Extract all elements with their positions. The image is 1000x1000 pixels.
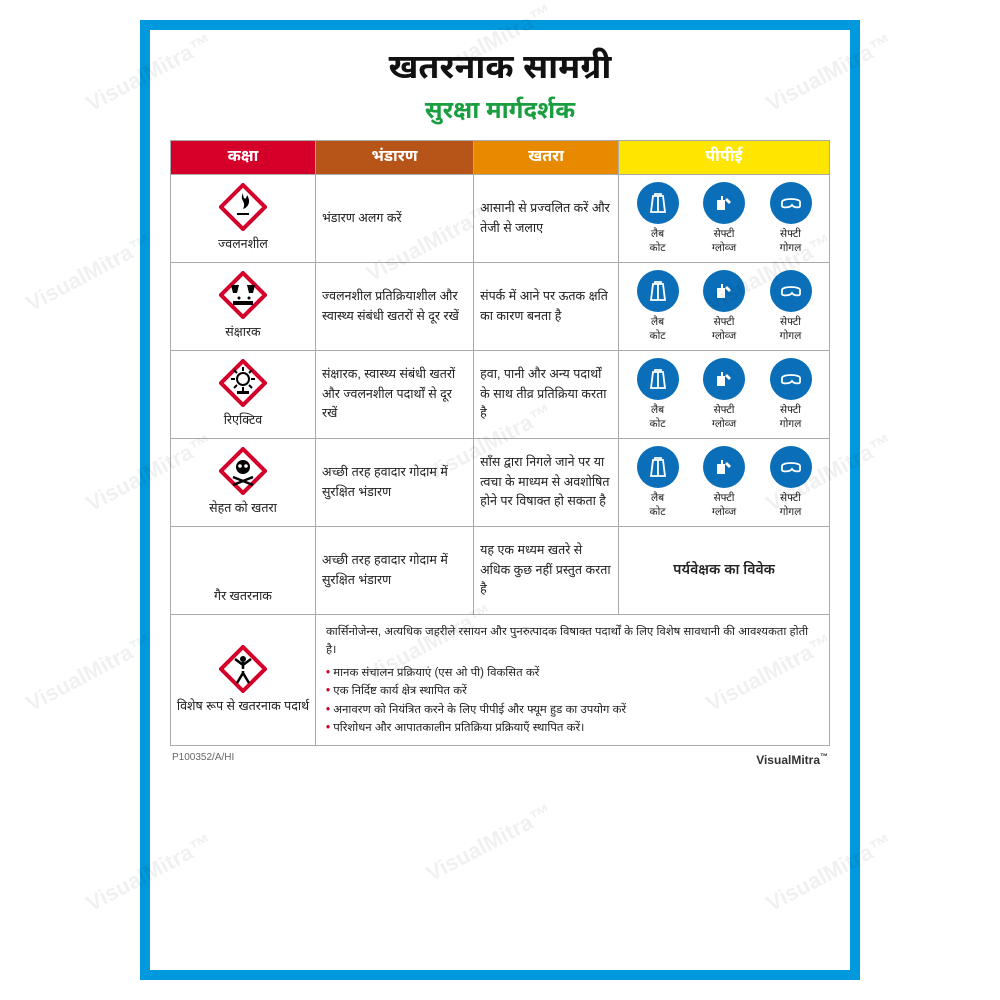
footer-code: P100352/A/HI (172, 752, 234, 767)
poster-title: खतरनाक सामग्री (170, 48, 830, 92)
ppe-coat-icon (637, 182, 679, 224)
hazard-cell: हवा, पानी और अन्य पदार्थों के साथ तीव्र … (474, 351, 619, 439)
hazard-cell: यह एक मध्यम खतरे से अधिक कुछ नहीं प्रस्त… (474, 527, 619, 615)
safety-poster: खतरनाक सामग्री सुरक्षा मार्गदर्शक कक्षा … (140, 20, 860, 980)
ppe-label: सेफ्टीग्लोव्ज (712, 404, 736, 430)
ppe-item: सेफ्टीगोगल (761, 182, 821, 254)
storage-cell: अच्छी तरह हवादार गोदाम में सुरक्षित भंडा… (315, 439, 473, 527)
ppe-cell: पर्यवेक्षक का विवेक (619, 527, 830, 615)
ppe-item: लैबकोट (628, 270, 688, 342)
class-label: रिएक्टिव (175, 413, 311, 430)
table-row: संक्षारक ज्वलनशील प्रतिक्रियाशील और स्वा… (171, 263, 830, 351)
hazard-skull-icon (219, 447, 267, 495)
ppe-coat-icon (637, 270, 679, 312)
ppe-coat-icon (637, 446, 679, 488)
ppe-item: सेफ्टीग्लोव्ज (694, 446, 754, 518)
ppe-item: सेफ्टीगोगल (761, 270, 821, 342)
ppe-cell: लैबकोट सेफ्टीग्लोव्ज सेफ्टीगोगल (619, 263, 830, 351)
ppe-item: सेफ्टीग्लोव्ज (694, 182, 754, 254)
ppe-item: सेफ्टीगोगल (761, 446, 821, 518)
special-intro: कार्सिनोजेन्स, अत्यधिक जहरीले रसायन और प… (326, 623, 819, 660)
ppe-label: सेफ्टीग्लोव्ज (712, 228, 736, 254)
class-label: ज्वलनशील (175, 237, 311, 254)
bullet-item: एक निर्दिष्ट कार्य क्षेत्र स्थापित करें (326, 682, 819, 700)
table-row: ज्वलनशील भंडारण अलग करें आसानी से प्रज्व… (171, 175, 830, 263)
ppe-label: लैबकोट (650, 228, 666, 254)
ppe-label: सेफ्टीगोगल (780, 316, 802, 342)
ppe-label: सेफ्टीग्लोव्ज (712, 316, 736, 342)
hazard-cell: साँस द्वारा निगले जाने पर या त्वचा के मा… (474, 439, 619, 527)
ppe-item: सेफ्टीग्लोव्ज (694, 270, 754, 342)
th-class: कक्षा (171, 141, 316, 175)
ppe-goggle-icon (770, 182, 812, 224)
footer-brand: VisualMitra™ (756, 752, 828, 767)
storage-cell: ज्वलनशील प्रतिक्रियाशील और स्वास्थ्य संब… (315, 263, 473, 351)
table-row: गैर खतरनाक अच्छी तरह हवादार गोदाम में सु… (171, 527, 830, 615)
table-row: सेहत को खतरा अच्छी तरह हवादार गोदाम में … (171, 439, 830, 527)
class-label: विशेष रूप से खतरनाक पदार्थ (175, 699, 311, 716)
footer: P100352/A/HI VisualMitra™ (170, 752, 830, 767)
class-label: गैर खतरनाक (175, 589, 311, 606)
bullet-item: अनावरण को नियंत्रित करने के लिए पीपीई और… (326, 701, 819, 719)
ppe-label: लैबकोट (650, 492, 666, 518)
hazard-none-icon (219, 535, 267, 583)
class-cell: ज्वलनशील (171, 175, 316, 263)
class-cell: संक्षारक (171, 263, 316, 351)
poster-subtitle: सुरक्षा मार्गदर्शक (170, 96, 830, 128)
th-ppe: पीपीई (619, 141, 830, 175)
class-label: सेहत को खतरा (175, 501, 311, 518)
table-row-special: विशेष रूप से खतरनाक पदार्थ कार्सिनोजेन्स… (171, 615, 830, 746)
hazard-corrosive-icon (219, 271, 267, 319)
table-row: रिएक्टिव संक्षारक, स्वास्थ्य संबंधी खतरो… (171, 351, 830, 439)
ppe-item: सेफ्टीगोगल (761, 358, 821, 430)
class-cell: विशेष रूप से खतरनाक पदार्थ (171, 615, 316, 746)
storage-cell: भंडारण अलग करें (315, 175, 473, 263)
ppe-label: सेफ्टीगोगल (780, 404, 802, 430)
ppe-goggle-icon (770, 446, 812, 488)
hazard-flame-icon (219, 183, 267, 231)
hazard-table: कक्षा भंडारण खतरा पीपीई ज्वलनशील भंडारण … (170, 140, 830, 746)
table-header-row: कक्षा भंडारण खतरा पीपीई (171, 141, 830, 175)
ppe-label: लैबकोट (650, 404, 666, 430)
ppe-cell: लैबकोट सेफ्टीग्लोव्ज सेफ्टीगोगल (619, 175, 830, 263)
class-cell: रिएक्टिव (171, 351, 316, 439)
ppe-goggle-icon (770, 358, 812, 400)
ppe-goggle-icon (770, 270, 812, 312)
ppe-cell: लैबकोट सेफ्टीग्लोव्ज सेफ्टीगोगल (619, 439, 830, 527)
watermark: VisualMitra™ (22, 229, 157, 317)
hazard-cell: आसानी से प्रज्वलित करें और तेजी से जलाए (474, 175, 619, 263)
storage-cell: संक्षारक, स्वास्थ्य संबंधी खतरों और ज्वल… (315, 351, 473, 439)
ppe-gloves-icon (703, 270, 745, 312)
watermark: VisualMitra™ (22, 629, 157, 717)
class-label: संक्षारक (175, 325, 311, 342)
special-bullets: मानक संचालन प्रक्रियाएं (एस ओ पी) विकसित… (326, 664, 819, 738)
ppe-label: सेफ्टीगोगल (780, 228, 802, 254)
storage-cell: अच्छी तरह हवादार गोदाम में सुरक्षित भंडा… (315, 527, 473, 615)
th-storage: भंडारण (315, 141, 473, 175)
ppe-item: लैबकोट (628, 182, 688, 254)
ppe-label: सेफ्टीग्लोव्ज (712, 492, 736, 518)
class-cell: सेहत को खतरा (171, 439, 316, 527)
ppe-gloves-icon (703, 182, 745, 224)
special-cell: कार्सिनोजेन्स, अत्यधिक जहरीले रसायन और प… (315, 615, 829, 746)
ppe-label: लैबकोट (650, 316, 666, 342)
ppe-item: लैबकोट (628, 358, 688, 430)
ppe-gloves-icon (703, 358, 745, 400)
th-hazard: खतरा (474, 141, 619, 175)
bullet-item: मानक संचालन प्रक्रियाएं (एस ओ पी) विकसित… (326, 664, 819, 682)
hazard-cell: संपर्क में आने पर ऊतक क्षति का कारण बनता… (474, 263, 619, 351)
ppe-cell: लैबकोट सेफ्टीग्लोव्ज सेफ्टीगोगल (619, 351, 830, 439)
ppe-label: सेफ्टीगोगल (780, 492, 802, 518)
bullet-item: परिशोधन और आपातकालीन प्रतिक्रिया प्रक्रि… (326, 719, 819, 737)
ppe-item: लैबकोट (628, 446, 688, 518)
ppe-coat-icon (637, 358, 679, 400)
ppe-item: सेफ्टीग्लोव्ज (694, 358, 754, 430)
class-cell: गैर खतरनाक (171, 527, 316, 615)
hazard-health-icon (219, 645, 267, 693)
ppe-gloves-icon (703, 446, 745, 488)
supervisor-text: पर्यवेक्षक का विवेक (673, 561, 775, 577)
hazard-oxidizer-icon (219, 359, 267, 407)
